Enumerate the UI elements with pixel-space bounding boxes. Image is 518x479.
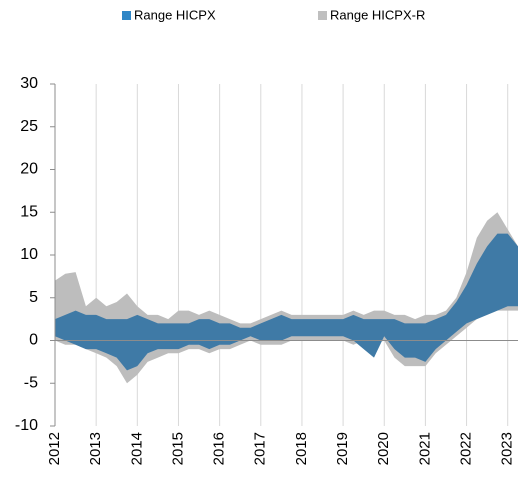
x-tick-label: 2012 (46, 432, 63, 465)
x-tick-label: 2019 (334, 432, 351, 465)
y-tick-label: 5 (29, 289, 38, 306)
y-tick-label: 0 (29, 332, 38, 349)
y-tick-label: 20 (20, 161, 38, 178)
legend-swatch (122, 11, 131, 20)
x-tick-label: 2015 (169, 432, 186, 465)
x-tick-label: 2014 (128, 432, 145, 465)
range-area (55, 233, 518, 371)
y-tick-label: 10 (20, 246, 38, 263)
y-tick-label: 30 (20, 75, 38, 92)
x-tick-label: 2016 (211, 432, 228, 465)
x-tick-label: 2018 (293, 432, 310, 465)
x-tick-label: 2021 (416, 432, 433, 465)
x-tick-label: 2022 (458, 432, 475, 465)
y-tick-label: -10 (15, 417, 38, 434)
y-tick-label: -5 (24, 374, 38, 391)
legend-swatch (318, 11, 327, 20)
x-tick-label: 2017 (252, 432, 269, 465)
legend-label: Range HICPX-R (330, 7, 425, 22)
legend-label: Range HICPX (134, 7, 216, 22)
x-tick-label: 2013 (87, 432, 104, 465)
y-tick-label: 25 (20, 118, 38, 135)
x-tick-label: 2023 (499, 432, 516, 465)
x-tick-label: 2020 (375, 432, 392, 465)
y-tick-label: 15 (20, 203, 38, 220)
